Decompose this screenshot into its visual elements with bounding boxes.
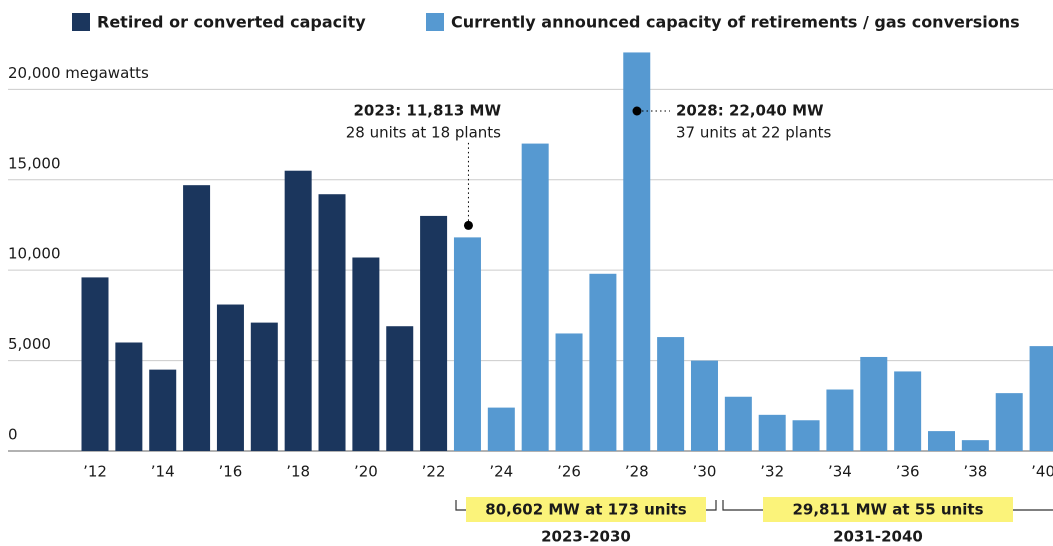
x-tick-label: ’28 [625,463,649,481]
x-tick-label: ’20 [354,463,378,481]
bar [555,333,583,451]
x-tick-label: ’18 [286,463,310,481]
annotation-title: 2023: 11,813 MW [353,102,501,120]
bar [758,414,786,451]
x-tick-label: ’36 [896,463,920,481]
annotation-text: 28 units at 18 plants [346,124,501,142]
x-tick-label: ’16 [219,463,243,481]
bar [216,304,244,451]
bar [792,420,820,451]
bar [352,257,380,451]
x-tick-label: ’24 [489,463,513,481]
range-period: 2031-2040 [833,528,923,546]
x-tick-label: ’34 [828,463,852,481]
bar [724,396,752,451]
x-tick-label: ’38 [963,463,987,481]
y-tick-label: 15,000 [8,154,61,172]
bar [183,185,211,452]
annotation-text: 37 units at 22 plants [676,124,831,142]
range-label: 29,811 MW at 55 units [792,501,983,519]
x-tick-label: ’22 [422,463,446,481]
legend-swatch [426,13,444,31]
highlight [466,497,706,522]
bar [894,371,922,451]
bar [453,237,481,451]
y-tick-label: 5,000 [8,335,51,353]
x-tick-label: ’30 [693,463,717,481]
bar [521,143,549,452]
x-tick-label: ’14 [151,463,175,481]
legend-swatch [72,13,90,31]
legend-label: Currently announced capacity of retireme… [451,13,1020,32]
bar [81,277,109,451]
bar [115,342,143,451]
x-tick-label: ’32 [760,463,784,481]
bar [860,356,888,451]
bar [420,215,448,451]
bar [589,273,617,451]
bar [386,326,414,451]
y-tick-label: 10,000 [8,245,61,263]
bar [961,440,989,451]
range-label: 80,602 MW at 173 units [485,501,687,519]
highlight [763,497,1013,522]
bar [487,407,515,451]
x-tick-label: ’26 [557,463,581,481]
bar [826,389,854,451]
y-tick-label: 20,000 megawatts [8,64,149,82]
bar [149,369,177,451]
legend-label: Retired or converted capacity [97,13,366,32]
bar [318,194,346,451]
bar [995,393,1023,451]
bar [1029,346,1053,451]
bar [284,170,312,452]
bar [928,431,955,451]
x-tick-label: ’12 [83,463,107,481]
y-tick-label: 0 [8,426,18,444]
bar [623,52,651,452]
x-tick-label: ’40 [1031,463,1053,481]
annotation-dot [632,106,642,116]
bar [657,337,685,451]
bar [690,360,718,451]
bar [250,322,278,451]
range-period: 2023-2030 [541,528,631,546]
annotation-title: 2028: 22,040 MW [676,102,824,120]
